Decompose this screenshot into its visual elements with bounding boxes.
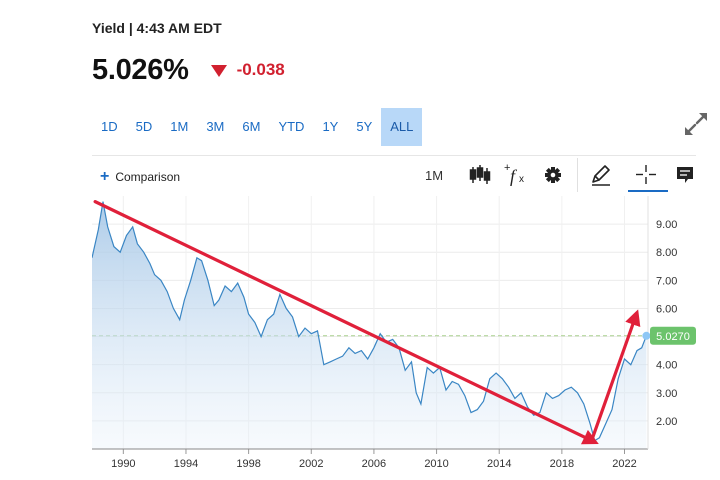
range-3m-button[interactable]: 3M	[206, 119, 225, 134]
x-tick-label: 1994	[174, 458, 198, 470]
yield-area	[92, 201, 647, 449]
chart-annotations	[93, 200, 641, 445]
y-tick-label: 7.00	[656, 275, 677, 287]
candlestick-icon[interactable]	[468, 162, 492, 188]
range-5d-button[interactable]: 5D	[135, 119, 153, 134]
x-tick-label: 2006	[362, 458, 386, 470]
y-tick-label: 8.00	[656, 247, 677, 259]
active-tool-indicator	[628, 190, 668, 192]
comment-icon[interactable]	[674, 162, 696, 188]
current-value-badge	[650, 326, 696, 345]
function-icon[interactable]: + f x	[504, 162, 528, 188]
range-1m-button[interactable]: 1M	[170, 119, 189, 134]
current-price: 5.026%	[92, 53, 189, 86]
toolbar-divider	[577, 158, 578, 192]
x-tick-label: 2010	[424, 458, 448, 470]
current-value-dot	[642, 331, 651, 340]
range-all-button[interactable]: ALL	[381, 108, 423, 146]
x-tick-label: 2022	[612, 458, 636, 470]
current-value-label: 5.0270	[656, 331, 690, 343]
x-tick-label: 1990	[111, 458, 135, 470]
range-selector: 1D 5D 1M 3M 6M YTD 1Y 5Y ALL	[92, 108, 423, 146]
price-change: -0.038	[236, 60, 285, 79]
y-tick-label: 6.00	[656, 303, 677, 315]
y-tick-label: 9.00	[656, 219, 677, 231]
range-6m-button[interactable]: 6M	[242, 119, 261, 134]
toolbar-border	[92, 155, 696, 156]
gear-icon[interactable]	[542, 162, 564, 188]
plus-icon: +	[100, 168, 110, 185]
range-5y-button[interactable]: 5Y	[356, 119, 373, 134]
x-tick-label: 1998	[236, 458, 260, 470]
y-tick-label: 2.00	[656, 416, 677, 428]
quote-title: Yield | 4:43 AM EDT	[92, 20, 222, 36]
x-tick-label: 2014	[487, 458, 511, 470]
svg-text:+: +	[504, 162, 510, 174]
interval-button[interactable]: 1M	[424, 167, 444, 183]
chart-area-layer	[92, 201, 647, 449]
yield-chart[interactable]: 2.003.004.005.006.007.008.009.0019901994…	[92, 196, 696, 480]
range-1d-button[interactable]: 1D	[101, 119, 118, 134]
yield-line	[92, 201, 647, 442]
down-arrow-icon	[210, 65, 227, 77]
svg-text:f: f	[510, 166, 518, 186]
comparison-label: Comparison	[115, 170, 181, 184]
svg-text:x: x	[519, 174, 524, 185]
y-tick-label: 3.00	[656, 388, 677, 400]
uptrend-arrow	[590, 309, 641, 443]
price-row: 5.026% -0.038	[92, 52, 285, 88]
current-value-layer: 5.0270	[642, 326, 696, 345]
chart-axes: 2.003.004.005.006.007.008.009.0019901994…	[92, 196, 677, 470]
range-1y-button[interactable]: 1Y	[322, 119, 339, 134]
range-ytd-button[interactable]: YTD	[278, 119, 305, 134]
x-tick-label: 2018	[550, 458, 574, 470]
x-tick-label: 2002	[299, 458, 323, 470]
expand-icon[interactable]	[682, 110, 710, 138]
draw-pen-icon[interactable]	[589, 162, 613, 188]
downtrend-arrow	[93, 200, 599, 445]
y-tick-label: 4.00	[656, 360, 677, 372]
crosshair-icon[interactable]	[634, 162, 658, 188]
comparison-button[interactable]: + Comparison	[100, 168, 181, 185]
